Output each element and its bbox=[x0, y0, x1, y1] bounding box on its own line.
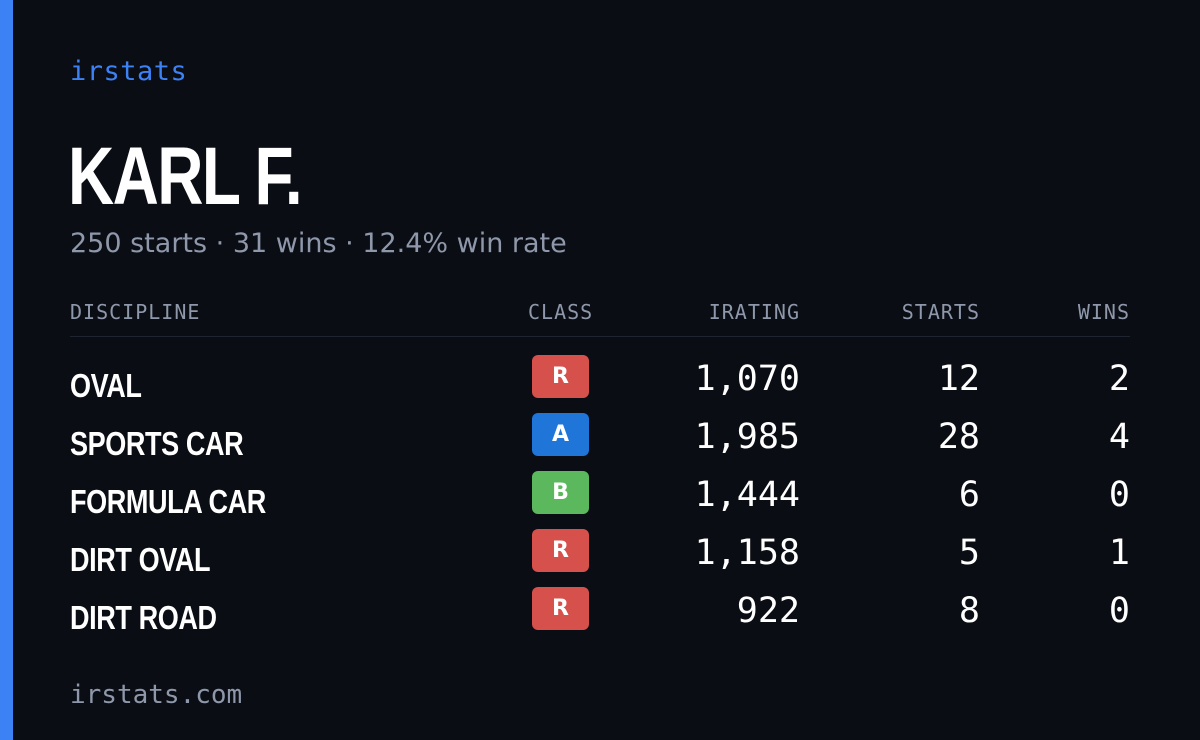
class-badge: R bbox=[532, 529, 589, 572]
header-discipline: DISCIPLINE bbox=[70, 300, 201, 324]
table-row: DIRT ROAD R 922 8 0 bbox=[70, 587, 1130, 645]
wins-value: 2 bbox=[1108, 359, 1130, 399]
table-row: SPORTS CAR A 1,985 28 4 bbox=[70, 413, 1130, 471]
table-row: FORMULA CAR B 1,444 6 0 bbox=[70, 471, 1130, 529]
starts-value: 28 bbox=[937, 417, 980, 457]
irating-value: 922 bbox=[736, 591, 800, 631]
class-badge: A bbox=[532, 413, 589, 456]
brand-logo-text: irstats bbox=[70, 56, 188, 87]
discipline-name: FORMULA CAR bbox=[70, 483, 266, 520]
header-wins: WINS bbox=[1077, 300, 1130, 324]
irating-value: 1,070 bbox=[694, 359, 800, 399]
irating-value: 1,444 bbox=[694, 475, 800, 515]
accent-bar bbox=[0, 0, 13, 740]
header-class: CLASS bbox=[528, 300, 594, 324]
header-irating: IRATING bbox=[708, 300, 800, 324]
table-row: OVAL R 1,070 12 2 bbox=[70, 355, 1130, 413]
player-summary: 250 starts · 31 wins · 12.4% win rate bbox=[70, 228, 567, 259]
discipline-name: SPORTS CAR bbox=[70, 425, 244, 462]
footer-url: irstats.com bbox=[70, 680, 243, 710]
irating-value: 1,158 bbox=[694, 533, 800, 573]
wins-value: 0 bbox=[1108, 591, 1130, 631]
discipline-name: OVAL bbox=[70, 367, 142, 404]
starts-value: 8 bbox=[958, 591, 980, 631]
discipline-name: DIRT ROAD bbox=[70, 599, 217, 636]
player-name: KARL F. bbox=[68, 131, 303, 222]
starts-value: 5 bbox=[958, 533, 980, 573]
wins-value: 0 bbox=[1108, 475, 1130, 515]
discipline-table: DISCIPLINE CLASS IRATING STARTS WINS OVA… bbox=[70, 298, 1130, 645]
table-body: OVAL R 1,070 12 2 SPORTS CAR A 1,985 28 … bbox=[70, 355, 1130, 645]
header-starts: STARTS bbox=[901, 300, 980, 324]
starts-value: 12 bbox=[937, 359, 980, 399]
class-badge: R bbox=[532, 355, 589, 398]
table-row: DIRT OVAL R 1,158 5 1 bbox=[70, 529, 1130, 587]
wins-value: 1 bbox=[1108, 533, 1130, 573]
class-badge: B bbox=[532, 471, 589, 514]
wins-value: 4 bbox=[1108, 417, 1130, 457]
class-badge: R bbox=[532, 587, 589, 630]
discipline-name: DIRT OVAL bbox=[70, 541, 211, 578]
table-header: DISCIPLINE CLASS IRATING STARTS WINS bbox=[70, 298, 1130, 337]
irating-value: 1,985 bbox=[694, 417, 800, 457]
starts-value: 6 bbox=[958, 475, 980, 515]
